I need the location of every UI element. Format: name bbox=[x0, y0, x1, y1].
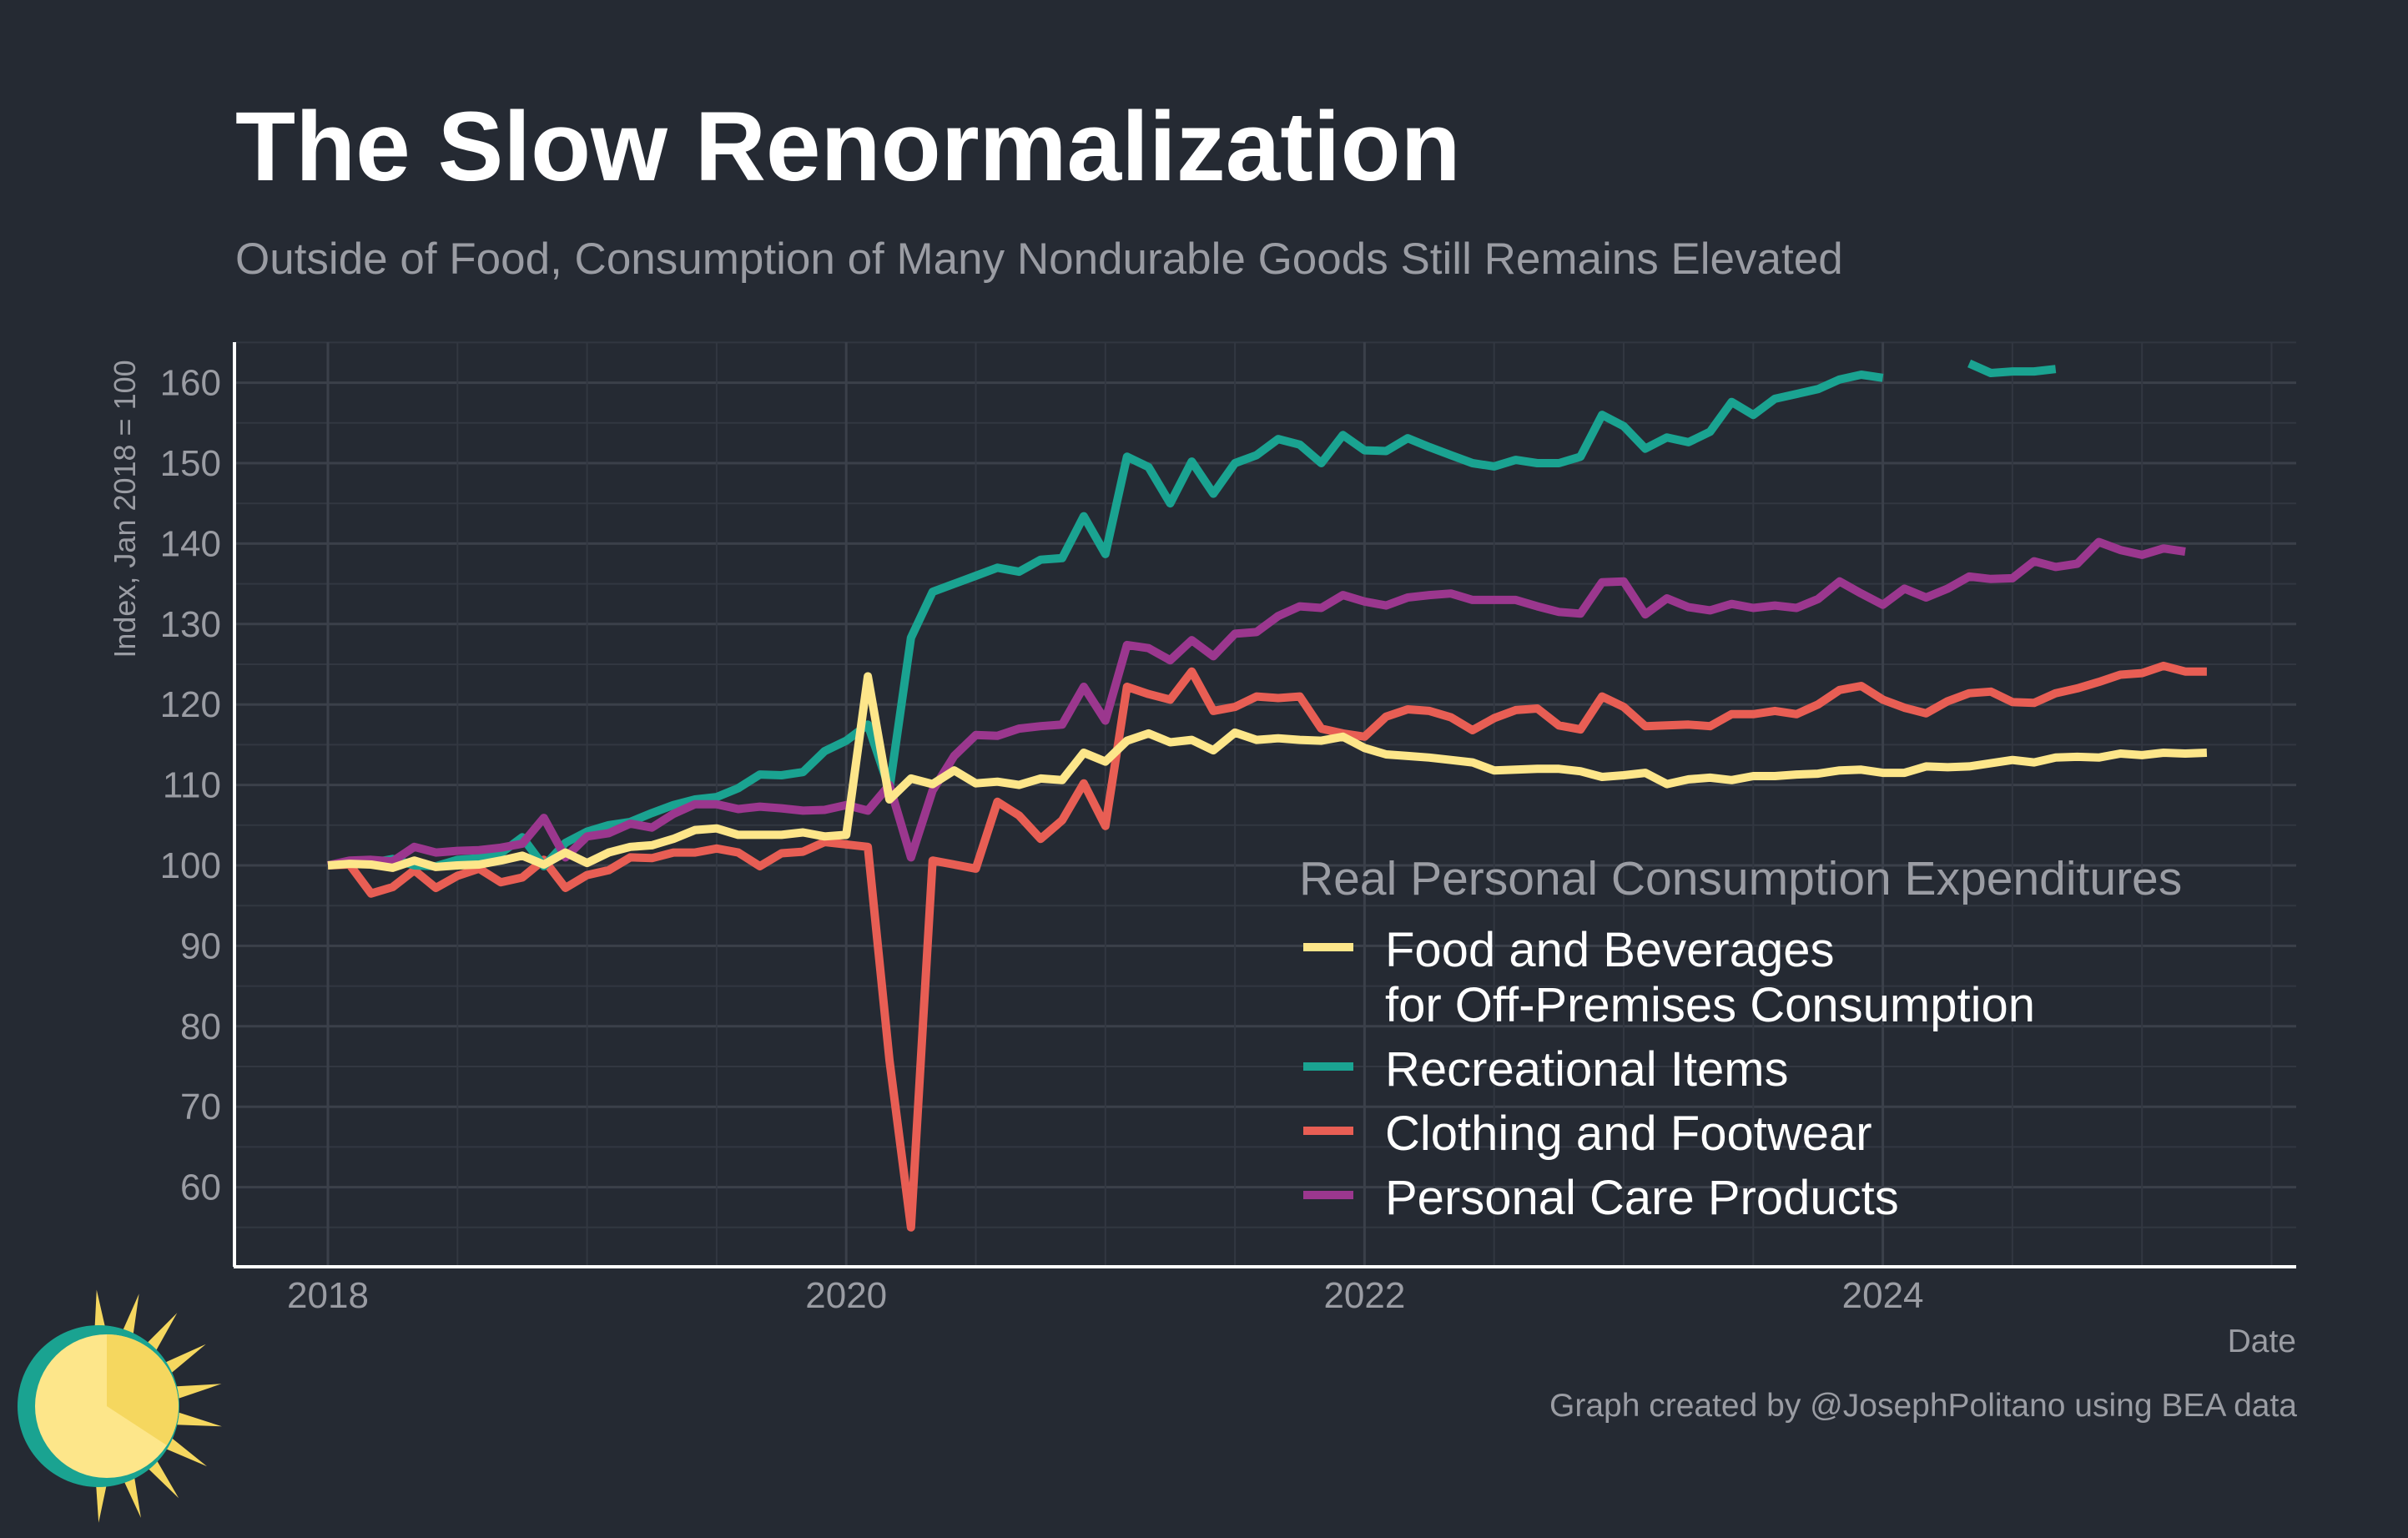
legend-item: Personal Care Products bbox=[1303, 1171, 1899, 1225]
y-tick-label: 90 bbox=[180, 925, 221, 966]
legend-label: Recreational Items bbox=[1385, 1042, 1789, 1097]
series-line bbox=[1967, 359, 2057, 377]
tick-labels: 60 70 80 90 100 110 120 130 140 150 160 2018 2020 202… bbox=[160, 363, 1924, 1316]
legend-label: Clothing and Footwear bbox=[1385, 1107, 1872, 1161]
y-tick-label: 120 bbox=[160, 684, 221, 725]
x-axis-title: Date bbox=[2228, 1324, 2296, 1359]
y-tick-label: 100 bbox=[160, 845, 221, 886]
series-line bbox=[326, 537, 2186, 870]
series-line bbox=[327, 661, 2207, 1232]
legend-label: Food and Beverages bbox=[1385, 923, 1834, 977]
legend-label: Personal Care Products bbox=[1385, 1171, 1899, 1225]
chart-title: The Slow Renormalization bbox=[235, 92, 1461, 202]
grid-lines bbox=[234, 341, 2296, 1267]
legend-label: for Off-Premises Consumption bbox=[1385, 978, 2035, 1032]
y-tick-label: 60 bbox=[180, 1167, 221, 1208]
series-line bbox=[327, 672, 2208, 872]
legend-item: Recreational Items bbox=[1303, 1042, 1789, 1097]
x-tick-label: 2024 bbox=[1842, 1275, 1924, 1316]
x-tick-label: 2022 bbox=[1323, 1275, 1405, 1316]
series-personal-care-products bbox=[326, 537, 2186, 870]
chart-subtitle: Outside of Food, Consumption of Many Non… bbox=[235, 234, 1843, 284]
y-tick-label: 160 bbox=[160, 363, 221, 404]
series-recreational-items bbox=[327, 359, 2057, 870]
x-tick-label: 2018 bbox=[287, 1275, 369, 1316]
y-tick-label: 70 bbox=[180, 1087, 221, 1127]
legend: Real Personal Consumption Expenditures F… bbox=[1299, 852, 2182, 1225]
sun-shade bbox=[107, 1334, 179, 1445]
y-tick-label: 80 bbox=[180, 1006, 221, 1047]
caption: Graph created by @JosephPolitano using B… bbox=[1549, 1388, 2297, 1424]
y-tick-label: 140 bbox=[160, 523, 221, 564]
legend-title: Real Personal Consumption Expenditures bbox=[1299, 852, 2182, 905]
sun-icon bbox=[18, 1289, 222, 1523]
series-clothing-and-footwear bbox=[327, 661, 2207, 1232]
y-tick-label: 130 bbox=[160, 604, 221, 645]
axes bbox=[233, 342, 2296, 1268]
y-axis-title: Index, Jan 2018 = 100 bbox=[108, 360, 142, 658]
legend-item: Clothing and Footwear bbox=[1303, 1107, 1872, 1161]
x-tick-label: 2020 bbox=[805, 1275, 887, 1316]
series-line bbox=[327, 371, 1884, 870]
y-tick-label: 150 bbox=[160, 443, 221, 484]
series-lines bbox=[326, 359, 2208, 1232]
series-food-and-beverages-for-off-premises-consumption bbox=[327, 672, 2208, 872]
y-tick-label: 110 bbox=[163, 765, 221, 806]
